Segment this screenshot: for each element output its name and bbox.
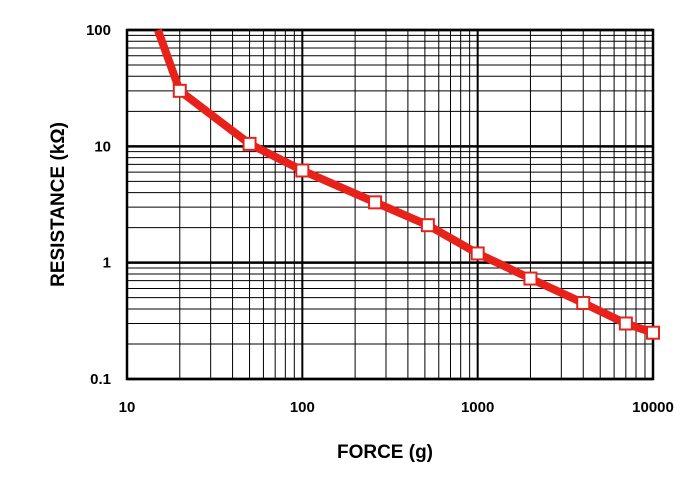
x-tick-labels: 10 100 1000 10000 [119, 399, 674, 416]
y-tick-label: 100 [86, 22, 111, 39]
x-axis-title: FORCE (g) [337, 442, 433, 463]
data-point [470, 246, 485, 261]
y-tick-label: 1 [103, 255, 111, 272]
plot-border [125, 28, 655, 381]
data-point [368, 195, 383, 210]
data-point [576, 296, 591, 311]
data-point [646, 325, 660, 340]
data-point [523, 271, 538, 286]
y-axis-title: RESISTANCE (kΩ) [48, 122, 69, 287]
data-point [295, 163, 310, 178]
data-point [618, 316, 633, 331]
x-tick-label: 1000 [461, 399, 494, 416]
data-point [420, 218, 435, 233]
x-tick-label: 100 [290, 399, 315, 416]
minor-gridlines [127, 30, 653, 379]
plot-frame [125, 28, 655, 381]
data-point [172, 83, 187, 98]
y-tick-label: 0.1 [90, 371, 111, 388]
y-tick-label: 10 [94, 138, 111, 155]
x-tick-label: 10 [119, 399, 136, 416]
data-point [242, 136, 257, 151]
series-group [154, 28, 660, 340]
x-tick-label: 10000 [632, 399, 674, 416]
y-tick-labels: 100 10 1 0.1 [86, 22, 111, 388]
